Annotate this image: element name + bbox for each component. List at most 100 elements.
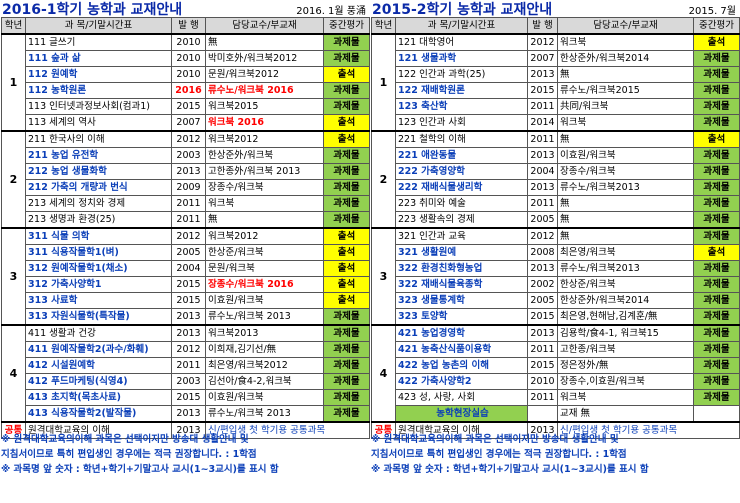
professor-cell: 류수노/워크북 2013	[205, 308, 324, 326]
subject-cell: 123 인간과 사회	[395, 114, 528, 132]
year-cell: 2012	[527, 227, 558, 245]
professor-cell: 워크북2012	[205, 130, 324, 148]
evaluation-cell: 과제물	[693, 98, 740, 115]
subject-cell: 322 재배식물육종학	[395, 276, 528, 293]
subject-cell: 221 애완동물	[395, 147, 528, 164]
year-cell: 2015	[171, 292, 206, 309]
header-professor: 담당교수/부교재	[557, 17, 694, 35]
table-row: 112 농학원론 2016 류수노/워크북 2016 과제물	[2, 82, 370, 99]
table-row: 313 자원식물학(특작물) 2013 류수노/워크북 2013 과제물	[2, 308, 370, 326]
common-year: 2013	[171, 421, 206, 439]
year-cell: 2011	[527, 130, 558, 148]
year-cell: 2011	[527, 341, 558, 358]
subject-cell: 농학현장실습	[395, 405, 528, 423]
table-row: 3 321 인간과 교육 2012 無 과제물	[371, 227, 740, 326]
subject-cell: 122 재배학원론	[395, 82, 528, 99]
year-cell: 2015	[171, 98, 206, 115]
professor-cell: 無	[557, 66, 694, 83]
grade-cell: 3	[371, 227, 396, 326]
evaluation-cell: 출석	[323, 130, 370, 148]
evaluation-cell: 과제물	[693, 211, 740, 229]
evaluation-cell: 과제물	[323, 98, 370, 115]
table-row: 422 농업 농촌의 이해 2015 정은정外/無 과제물	[372, 357, 740, 374]
subject-cell: 112 원예학	[25, 66, 172, 83]
subject-cell: 313 사료학	[25, 292, 172, 309]
year-cell: 2010	[171, 33, 206, 51]
subject-cell: 323 생물통계학	[395, 292, 528, 309]
professor-cell: 워크북	[557, 114, 694, 132]
left-notes: ※ 원격대학교육의이해 과목은 선택이지만 방송대 생활안내 및 지침서이므로 …	[1, 432, 369, 477]
common-note: 신/편입생 첫 학기용 공통과목	[557, 421, 740, 439]
evaluation-cell: 출석	[323, 66, 370, 83]
subject-cell: 323 토양학	[395, 308, 528, 326]
evaluation-cell: 과제물	[323, 50, 370, 67]
professor-cell: 워크북 2016	[205, 114, 324, 132]
year-cell: 2011	[527, 98, 558, 115]
professor-cell: 워크북2013	[205, 324, 324, 342]
table-row: 1 121 대학영어 2012 워크북 출석	[371, 33, 740, 132]
professor-cell: 이효원/워크북	[557, 147, 694, 164]
evaluation-cell: 과제물	[693, 341, 740, 358]
professor-cell: 無	[205, 33, 324, 51]
table-row: 2 221 철학의 이해 2011 無 출석	[371, 130, 740, 229]
professor-cell: 장종수/워크북 2016	[205, 276, 324, 293]
evaluation-cell: 출석	[693, 244, 740, 261]
subject-cell: 421 농축산식품이용학	[395, 341, 528, 358]
professor-cell: 정은정外/無	[557, 357, 694, 374]
table-row: 322 환경친화형농업 2013 류수노/워크북2013 과제물	[372, 260, 740, 277]
subject-cell: 121 대학영어	[395, 33, 528, 51]
evaluation-cell: 과제물	[693, 292, 740, 309]
year-cell: 2015	[527, 82, 558, 99]
year-cell: 2013	[171, 163, 206, 180]
subject-cell: 123 축산학	[395, 98, 528, 115]
subject-cell: 412 시설원예학	[25, 357, 172, 374]
subject-cell: 211 한국사의 이해	[25, 130, 172, 148]
professor-cell: 류수노/워크북 2013	[205, 405, 324, 423]
grade-cell: 2	[1, 130, 26, 229]
note-line: 지침서이므로 특히 편입생인 경우에는 적극 권장합니다. : 1학점	[1, 449, 257, 460]
subject-cell: 212 농업 생물화학	[25, 163, 172, 180]
year-cell: 2016	[171, 82, 206, 99]
professor-cell: 류수노/워크북2013	[557, 260, 694, 277]
table-row: 311 식용작물학1(벼) 2005 한상준/워크북 출석	[2, 244, 370, 261]
year-cell: 2004	[527, 163, 558, 180]
header-grade: 학년	[371, 17, 396, 35]
evaluation-cell: 과제물	[323, 195, 370, 212]
note-line: ※ 원격대학교육의이해 과목은 선택이지만 방송대 생활안내 및	[371, 434, 619, 445]
grade-cell: 4	[1, 324, 26, 423]
year-cell: 2012	[527, 33, 558, 51]
evaluation-cell: 출석	[323, 227, 370, 245]
subject-cell: 211 농업 유전학	[25, 147, 172, 164]
table-row: 323 토양학 2015 최은영,현해남,김계훈/無 과제물	[372, 308, 740, 326]
table-row: 222 재배식물생리학 2013 류수노/워크북2013 과제물	[372, 179, 740, 196]
professor-cell: 고한종外/워크북 2013	[205, 163, 324, 180]
professor-cell: 최은영/워크북	[557, 244, 694, 261]
table-row: 423 성, 사랑, 사회 2011 워크북 과제물	[372, 389, 740, 406]
evaluation-cell: 과제물	[323, 33, 370, 51]
year-cell: 2013	[527, 324, 558, 342]
year-cell: 2007	[171, 114, 206, 132]
evaluation-cell: 과제물	[693, 163, 740, 180]
year-cell: 2011	[171, 211, 206, 229]
subject-cell: 113 인터넷과정보사회(컴과1)	[25, 98, 172, 115]
evaluation-cell: 과제물	[693, 308, 740, 326]
subject-cell: 213 세계의 정치와 경제	[25, 195, 172, 212]
professor-cell: 한상준外/워크북2014	[557, 292, 694, 309]
year-cell: 2005	[527, 292, 558, 309]
professor-cell: 한상준/워크북	[557, 276, 694, 293]
evaluation-cell: 과제물	[693, 82, 740, 99]
evaluation-cell: 과제물	[323, 341, 370, 358]
note-line: ※ 과목명 앞 숫자 : 학년+학기+기말고사 교시(1~3교시)를 표시 함	[1, 464, 279, 475]
professor-cell: 김선아/食4-2,워크북	[205, 373, 324, 390]
note-line: ※ 과목명 앞 숫자 : 학년+학기+기말고사 교시(1~3교시)를 표시 함	[371, 464, 649, 475]
evaluation-cell	[693, 405, 740, 423]
subject-cell: 111 숲과 삶	[25, 50, 172, 67]
professor-cell: 無	[557, 211, 694, 229]
year-cell: 2010	[527, 373, 558, 390]
evaluation-cell: 과제물	[323, 389, 370, 406]
subject-cell: 213 생명과 환경(25)	[25, 211, 172, 229]
evaluation-cell: 과제물	[693, 276, 740, 293]
header-evaluation: 중간평가	[323, 17, 370, 35]
subject-cell: 222 재배식물생리학	[395, 179, 528, 196]
professor-cell: 無	[557, 227, 694, 245]
